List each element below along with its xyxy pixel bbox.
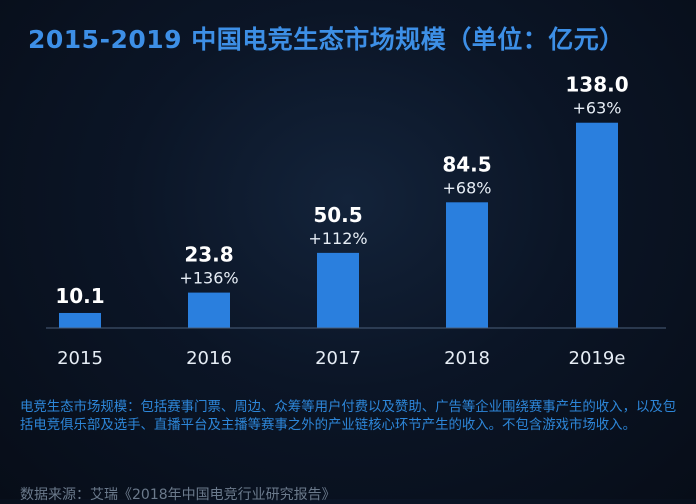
value-label: 138.0: [565, 73, 628, 97]
bar-2017: [317, 252, 359, 328]
growth-label: +112%: [308, 229, 367, 248]
bar-2018: [446, 202, 488, 328]
growth-label: +68%: [443, 178, 492, 197]
x-tick-label: 2015: [57, 348, 103, 369]
x-tick-label: 2019e: [569, 348, 626, 369]
growth-label: +136%: [179, 269, 238, 288]
data-source: 数据来源：艾瑞《2018年中国电竞行业研究报告》: [20, 487, 336, 503]
chart-title: 2015-2019 中国电竞生态市场规模（单位：亿元）: [28, 25, 625, 54]
value-label: 50.5: [313, 203, 362, 227]
value-label: 84.5: [442, 152, 491, 176]
value-label: 10.1: [55, 284, 104, 308]
bar-2016: [188, 292, 230, 328]
bar-2015: [59, 312, 101, 328]
growth-label: +63%: [573, 99, 622, 118]
bar-2019e: [576, 122, 618, 328]
value-label: 23.8: [184, 243, 233, 267]
chart-footnote: 电竞生态市场规模：包括赛事门票、周边、众筹等用户付费以及赞助、广告等企业围绕赛事…: [20, 400, 677, 433]
x-tick-label: 2018: [444, 348, 490, 369]
x-tick-label: 2016: [186, 348, 232, 369]
x-tick-label: 2017: [315, 348, 361, 369]
